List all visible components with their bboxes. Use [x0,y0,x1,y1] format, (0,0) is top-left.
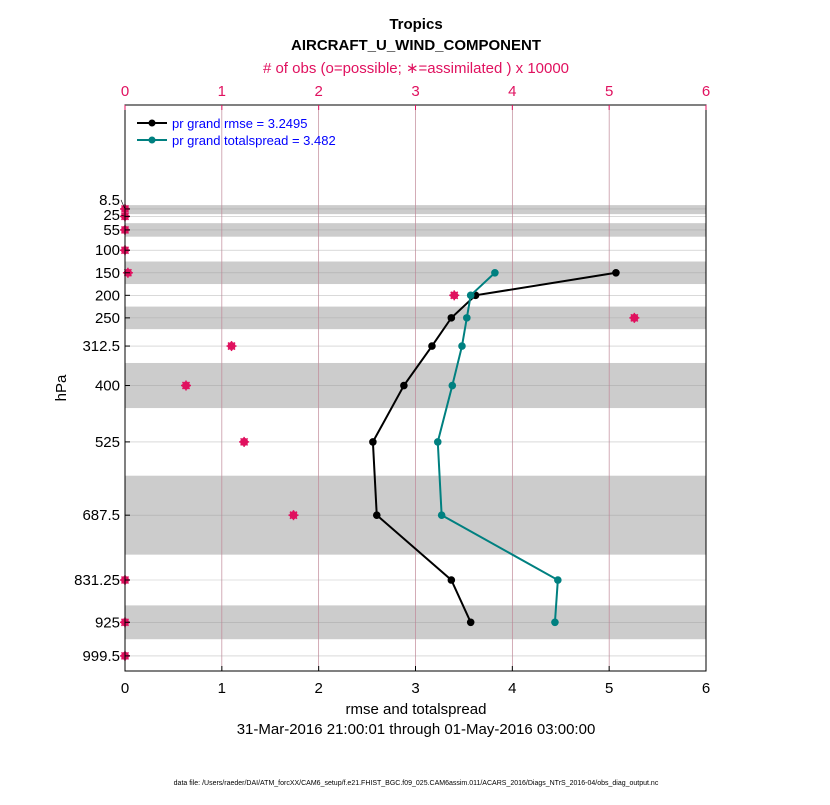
y-tick-label: 999.5 [82,648,120,665]
totalspread-point [491,268,499,277]
y-tick-label: 925 [95,614,120,631]
y-tick-label: 525 [95,434,120,451]
asterisk-stroke [181,381,191,390]
y-tick-label: 55 [103,222,120,239]
x-tick-label: 1 [218,680,226,697]
x-tick-label: 0 [121,680,129,697]
y-tick-label: 200 [95,287,120,304]
obs-assimilated-marker [449,290,460,301]
rmse-point [400,381,408,390]
asterisk-stroke [240,437,249,446]
asterisk-stroke [289,511,298,520]
y-tick-leader [120,214,126,217]
y-tick-label: 831.25 [74,572,120,589]
legend-rmse-marker [148,119,156,127]
obs-assimilated-marker [226,341,237,352]
rmse-point [369,438,377,446]
top-x-tick-label: 0 [121,83,129,100]
rmse-point [447,314,456,322]
top-x-tick-label: 3 [411,83,419,100]
asterisk-stroke [450,291,459,300]
totalspread-point [448,381,457,390]
top-axis-label: # of obs (o=possible; ∗=assimilated ) x … [263,60,569,77]
legend-totalspread: pr grand totalspread = 3.482 [172,133,336,148]
x-tick-label: 6 [702,680,710,697]
x-tick-label: 5 [605,680,613,697]
top-x-tick-label: 6 [702,83,710,100]
totalspread-point [466,291,475,300]
time-range: 31-Mar-2016 21:00:01 through 01-May-2016… [237,721,596,738]
y-tick-label: 100 [95,242,120,259]
y-tick-label: 25 [103,207,120,224]
top-x-tick-label: 1 [218,83,226,100]
y-tick-leader [120,199,126,210]
totalspread-point [433,438,442,446]
y-tick-label: 687.5 [82,507,120,524]
chart-title: Tropics [389,16,442,33]
legend: pr grand rmse = 3.2495 pr grand totalspr… [137,116,336,148]
x-tick-label: 4 [508,680,516,697]
footer-data-file: data file: /Users/raeder/DAI/ATM_forcXX/… [174,780,659,787]
obs-assimilated-marker [629,312,640,323]
obs-assimilated-marker [181,380,192,391]
top-x-tick-label: 5 [605,83,613,100]
top-x-tick-label: 2 [314,83,322,100]
y-tick-label: 8.5 [99,192,120,209]
x-tick-label: 3 [411,680,419,697]
y-tick-label: 312.5 [82,338,120,355]
chart-subtitle: AIRCRAFT_U_WIND_COMPONENT [291,37,541,54]
top-x-tick-label: 4 [508,83,516,100]
x-tick-label: 2 [314,680,322,697]
obs-assimilated-marker [239,436,250,447]
y-tick-label: 250 [95,310,120,327]
y-axis-label: hPa [53,374,70,401]
totalspread-point [458,342,466,350]
x-axis-label: rmse and totalspread [346,701,487,718]
asterisk-stroke [630,313,639,322]
rmse-point [466,618,475,627]
y-tick-label: 400 [95,378,120,395]
totalspread-point [554,576,562,584]
y-tick-label: 150 [95,265,120,282]
totalspread-point [463,314,471,322]
rmse-point [612,268,620,277]
rmse-point [372,511,381,519]
totalspread-point [437,511,446,519]
rmse-point [428,342,436,350]
obs-assimilated-marker [288,510,299,521]
legend-rmse: pr grand rmse = 3.2495 [172,116,308,131]
rmse-point [447,576,456,584]
asterisk-stroke [227,342,236,351]
totalspread-point [551,618,559,627]
legend-totalspread-marker [148,136,156,144]
